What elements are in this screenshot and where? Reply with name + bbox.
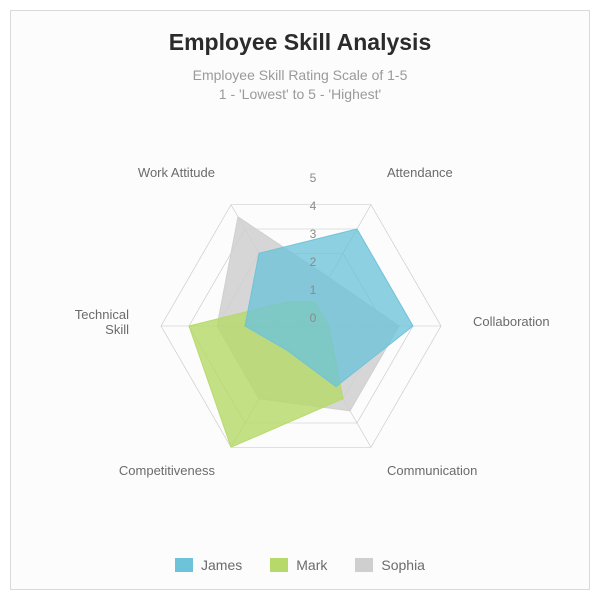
- legend-swatch-james: [175, 558, 193, 572]
- radar-svg: 0 1 2 3 4 5 Attendance Collaboration Communicati…: [11, 131, 591, 521]
- tick-0: 0: [310, 311, 317, 325]
- axis-label-competitiveness: Competitiveness: [119, 463, 216, 478]
- axis-label-communication: Communication: [387, 463, 477, 478]
- axis-label-technical-skill: Skill: [105, 322, 129, 337]
- legend-item-mark[interactable]: Mark: [270, 557, 327, 573]
- subtitle-line2: 1 - 'Lowest' to 5 - 'Highest': [219, 86, 381, 102]
- legend: James Mark Sophia: [11, 557, 589, 573]
- tick-4: 4: [310, 199, 317, 213]
- legend-swatch-sophia: [355, 558, 373, 572]
- radar-series: [189, 217, 413, 447]
- tick-2: 2: [310, 255, 317, 269]
- tick-5: 5: [310, 171, 317, 185]
- legend-item-sophia[interactable]: Sophia: [355, 557, 425, 573]
- axis-label-work-attitude: Work Attitude: [138, 165, 215, 180]
- legend-label-sophia: Sophia: [381, 557, 425, 573]
- chart-title: Employee Skill Analysis: [11, 29, 589, 56]
- chart-frame: Employee Skill Analysis Employee Skill R…: [10, 10, 590, 590]
- axis-label-attendance: Attendance: [387, 165, 453, 180]
- legend-label-mark: Mark: [296, 557, 327, 573]
- subtitle-line1: Employee Skill Rating Scale of 1-5: [193, 67, 408, 83]
- chart-subtitle: Employee Skill Rating Scale of 1-5 1 - '…: [11, 66, 589, 104]
- radar-chart: 0 1 2 3 4 5 Attendance Collaboration Communicati…: [11, 131, 589, 529]
- tick-1: 1: [310, 283, 317, 297]
- axis-label-technical-skill: Technical: [75, 307, 129, 322]
- legend-label-james: James: [201, 557, 242, 573]
- axis-label-collaboration: Collaboration: [473, 314, 550, 329]
- tick-3: 3: [310, 227, 317, 241]
- legend-swatch-mark: [270, 558, 288, 572]
- legend-item-james[interactable]: James: [175, 557, 242, 573]
